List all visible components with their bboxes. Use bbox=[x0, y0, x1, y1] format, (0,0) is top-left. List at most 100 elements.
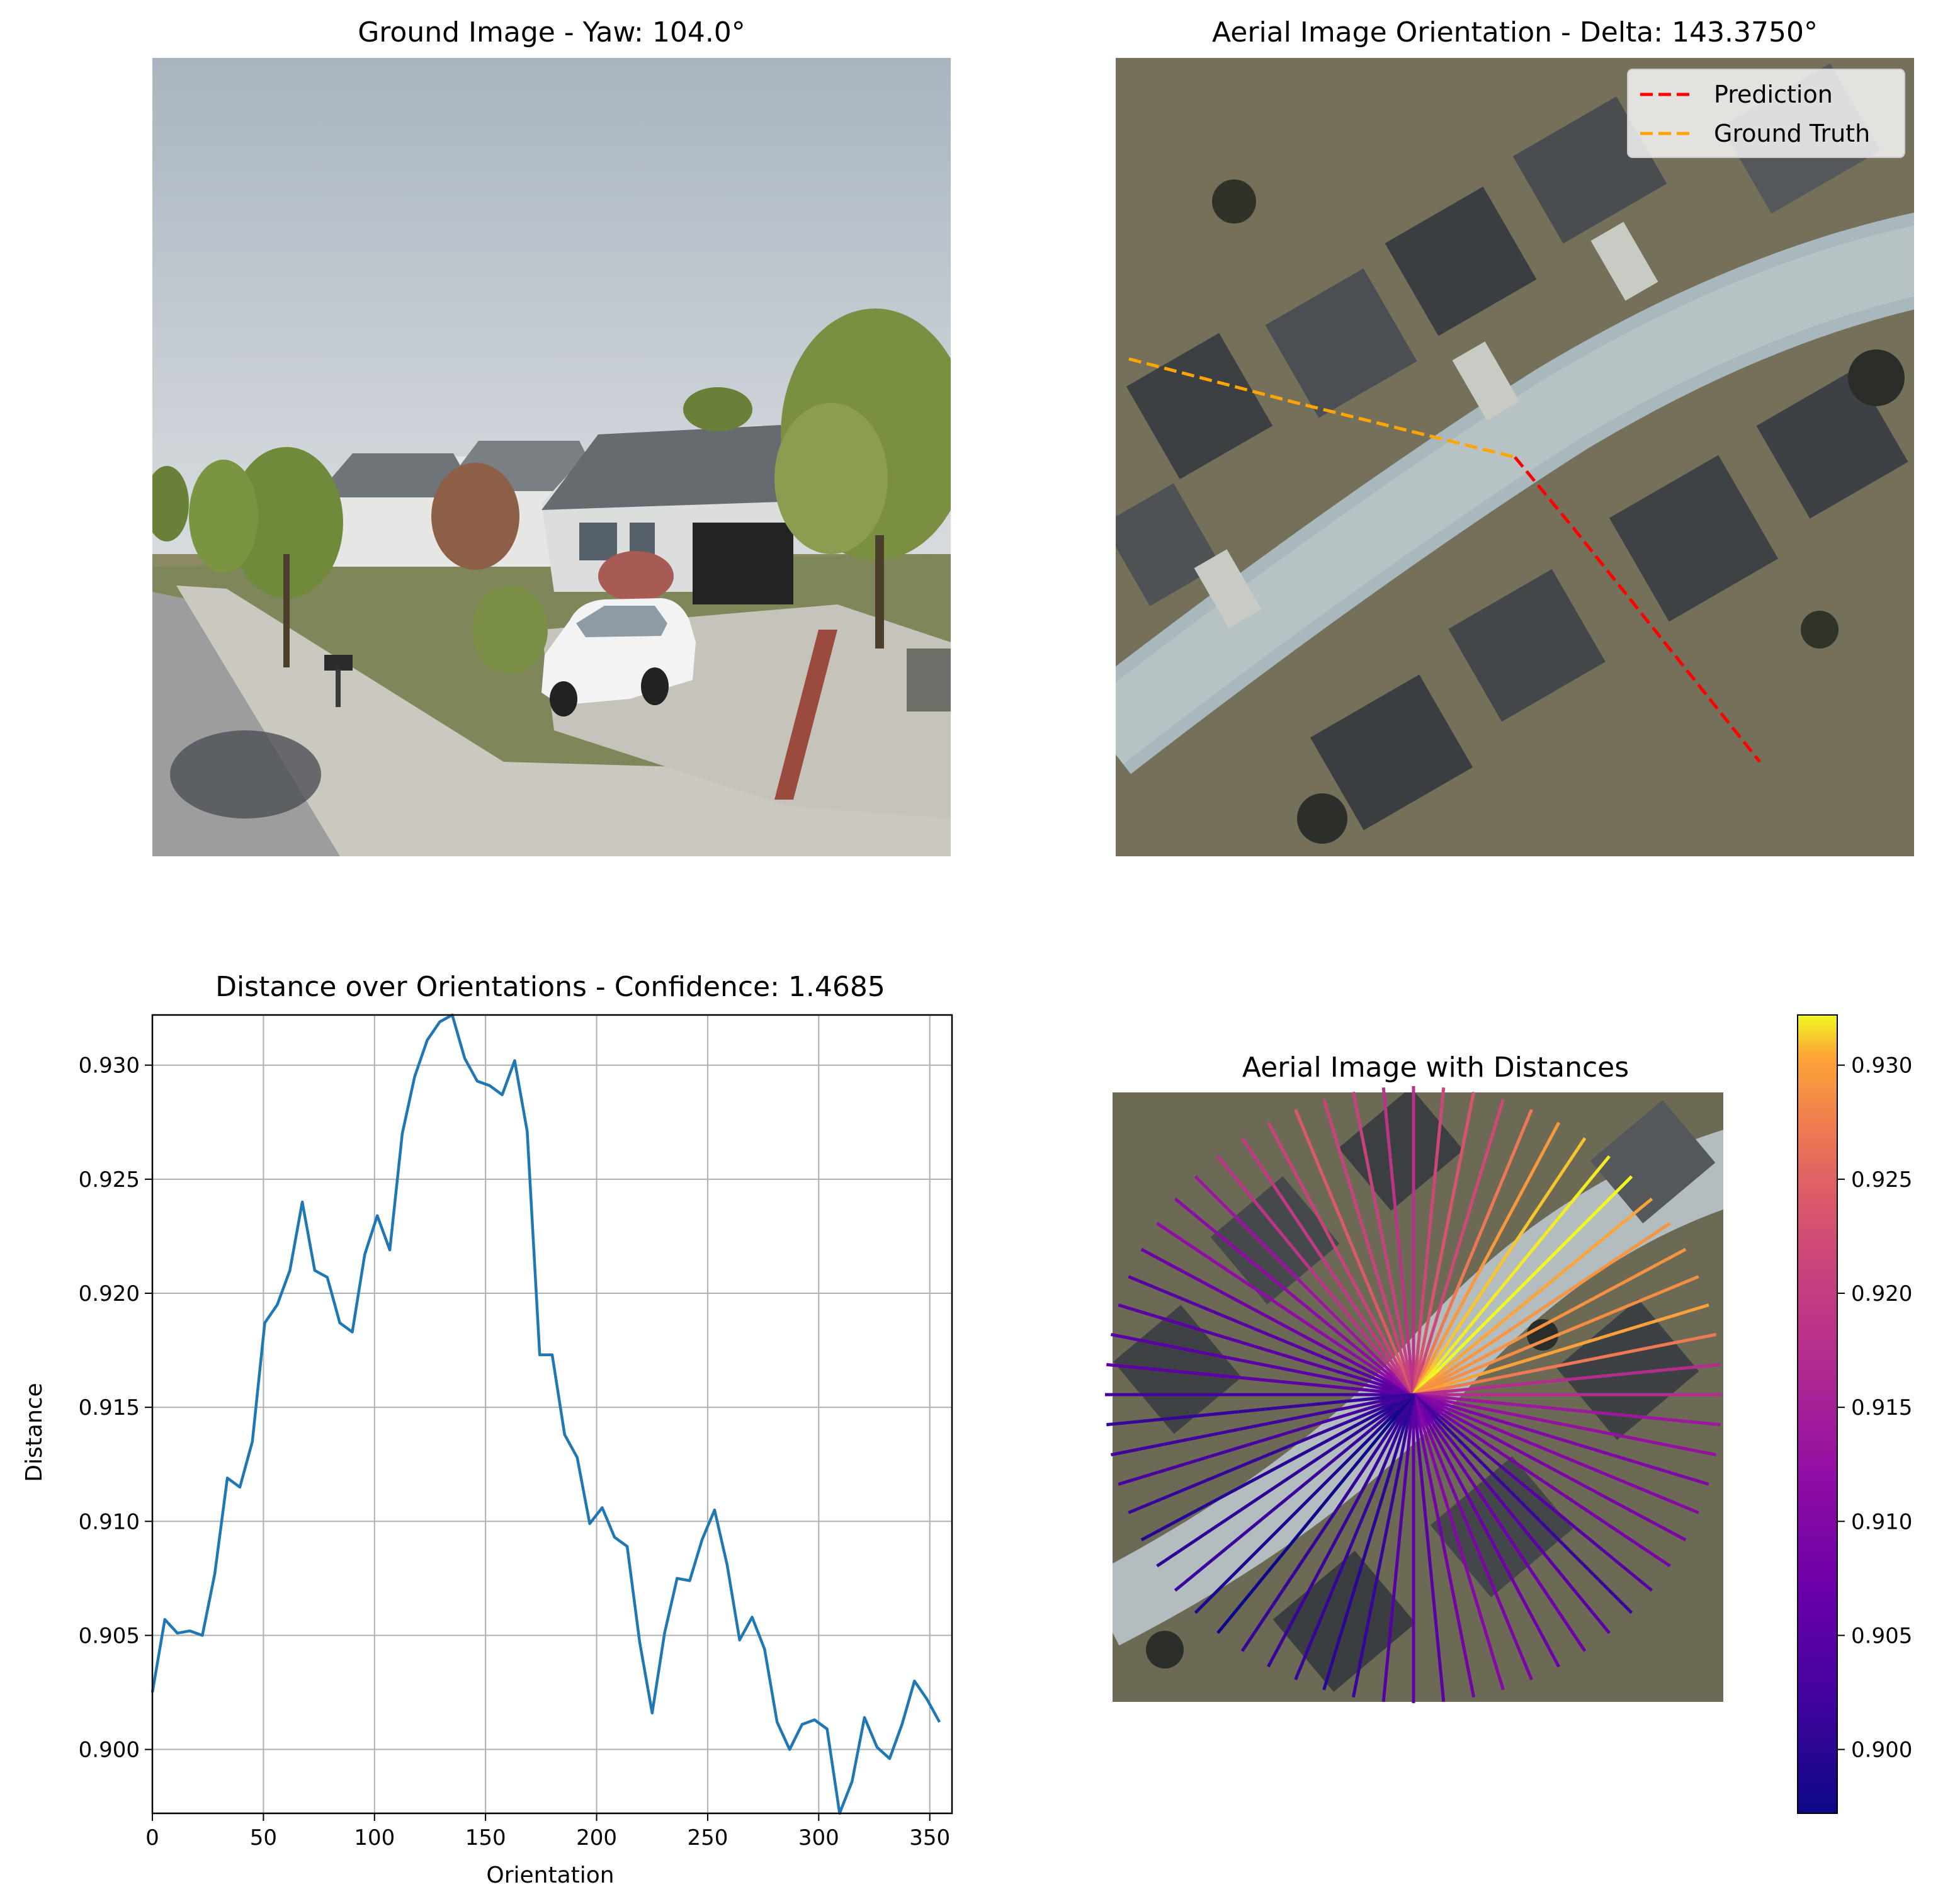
distance-ray bbox=[1412, 1247, 1687, 1397]
distance-ray bbox=[1322, 1099, 1415, 1395]
distance-ray bbox=[1240, 1137, 1415, 1396]
distance-ray bbox=[1110, 1332, 1414, 1397]
distance-ray bbox=[1266, 1393, 1415, 1668]
distance-ray bbox=[1412, 1109, 1533, 1395]
distance-ray bbox=[1412, 1394, 1505, 1691]
distance-ray bbox=[1216, 1155, 1415, 1396]
distance-ray bbox=[1413, 1363, 1721, 1397]
ground-truth-line bbox=[1128, 357, 1516, 459]
distance-ray bbox=[1216, 1393, 1415, 1635]
colorbar-tick-label: 0.920 bbox=[1851, 1281, 1912, 1306]
distance-ray bbox=[1412, 1175, 1633, 1396]
distance-ray bbox=[1412, 1155, 1611, 1396]
x-tick-label: 250 bbox=[687, 1825, 728, 1850]
y-tick-label: 0.900 bbox=[79, 1738, 140, 1763]
distance-ray bbox=[1294, 1109, 1415, 1395]
distance-ray bbox=[1118, 1393, 1414, 1486]
distance-ray bbox=[1140, 1393, 1415, 1542]
legend-prediction-label: Prediction bbox=[1714, 81, 1833, 108]
distance-ray bbox=[1412, 1198, 1653, 1396]
distance-ray bbox=[1412, 1137, 1587, 1396]
distance-ray bbox=[1413, 1332, 1717, 1397]
colorbar-tick-label: 0.905 bbox=[1851, 1623, 1912, 1648]
x-tick-label: 150 bbox=[465, 1825, 506, 1850]
distance-ray bbox=[1140, 1247, 1415, 1397]
distance-ray bbox=[1412, 1393, 1687, 1542]
y-tick-label: 0.925 bbox=[79, 1167, 140, 1193]
distance-ray bbox=[1413, 1393, 1709, 1486]
distance-ray bbox=[1412, 1393, 1633, 1614]
colorbar-tick-label: 0.900 bbox=[1851, 1738, 1912, 1763]
distance-ray bbox=[1413, 1303, 1709, 1397]
distance-ray bbox=[1240, 1393, 1415, 1652]
distance-ray bbox=[1106, 1393, 1414, 1427]
distance-rays bbox=[1105, 1086, 1722, 1703]
distance-ray bbox=[1412, 1394, 1476, 1698]
colorbar-tick-label: 0.930 bbox=[1851, 1053, 1912, 1079]
aerial-orientation-title: Aerial Image Orientation - Delta: 143.37… bbox=[1212, 16, 1818, 48]
colorbar-tick-label: 0.910 bbox=[1851, 1509, 1912, 1534]
distance-ray bbox=[1413, 1393, 1717, 1457]
distance-ray bbox=[1128, 1393, 1414, 1514]
distance-ray bbox=[1351, 1394, 1415, 1698]
ground-title: Ground Image - Yaw: 104.0° bbox=[358, 16, 745, 48]
distance-ray bbox=[1174, 1393, 1415, 1592]
distance-ray bbox=[1128, 1275, 1414, 1397]
distance-ray bbox=[1412, 1393, 1587, 1652]
distance-ray bbox=[1412, 1091, 1476, 1395]
colorbar-tick-label: 0.925 bbox=[1851, 1167, 1912, 1193]
distance-ray bbox=[1106, 1363, 1414, 1397]
line-chart-title: Distance over Orientations - Confidence:… bbox=[215, 971, 885, 1003]
distance-ray bbox=[1156, 1221, 1415, 1397]
x-axis-label: Orientation bbox=[486, 1862, 614, 1888]
aerial-photo bbox=[1116, 58, 1914, 856]
distance-ray bbox=[1413, 1393, 1699, 1514]
distance-ray bbox=[1322, 1394, 1415, 1691]
distance-ray bbox=[1174, 1198, 1415, 1396]
distance-ray bbox=[1412, 1393, 1561, 1668]
y-tick-label: 0.930 bbox=[79, 1053, 140, 1079]
prediction-line bbox=[1514, 456, 1761, 763]
distance-ray bbox=[1156, 1393, 1415, 1568]
x-tick-label: 200 bbox=[576, 1825, 617, 1850]
colorbar bbox=[1797, 1014, 1838, 1814]
distance-ray bbox=[1351, 1091, 1415, 1395]
distance-ray bbox=[1412, 1121, 1561, 1396]
distance-ray bbox=[1412, 1394, 1533, 1680]
distance-ray bbox=[1412, 1221, 1671, 1397]
distance-ray bbox=[1412, 1393, 1611, 1635]
y-tick-label: 0.915 bbox=[79, 1395, 140, 1420]
line-chart: 0 50 100 150 200 250 300 350 0.900 0.905 0.910 0.91… bbox=[79, 1013, 953, 1850]
x-tick-label: 300 bbox=[798, 1825, 839, 1850]
y-tick-label: 0.920 bbox=[79, 1281, 140, 1306]
distance-ray bbox=[1412, 1393, 1671, 1568]
distance-ray bbox=[1110, 1393, 1414, 1457]
distance-ray bbox=[1266, 1121, 1415, 1396]
legend: Prediction Ground Truth bbox=[1627, 69, 1905, 158]
distance-ray bbox=[1413, 1393, 1721, 1427]
colorbar-ticks: 0.900 0.905 0.910 0.915 0.920 0.925 0.930 bbox=[1837, 1053, 1912, 1763]
y-tick-label: 0.910 bbox=[79, 1509, 140, 1534]
y-axis-label: Distance bbox=[21, 1383, 47, 1482]
x-tick-label: 0 bbox=[145, 1825, 159, 1850]
colorbar-tick-label: 0.915 bbox=[1851, 1395, 1912, 1420]
distance-ray bbox=[1294, 1394, 1415, 1680]
distance-ray bbox=[1412, 1099, 1505, 1395]
ground-photo bbox=[152, 58, 951, 856]
distance-ray bbox=[1118, 1303, 1414, 1397]
plot-frame bbox=[151, 1014, 953, 1815]
distance-ray bbox=[1381, 1087, 1415, 1395]
distance-ray bbox=[1413, 1275, 1699, 1397]
distance-ray bbox=[1194, 1175, 1415, 1396]
x-tick-label: 100 bbox=[354, 1825, 395, 1850]
distance-ray bbox=[1412, 1087, 1446, 1395]
x-tick-label: 50 bbox=[250, 1825, 277, 1850]
aerial-distances-title: Aerial Image with Distances bbox=[1242, 1051, 1629, 1084]
y-tick-label: 0.905 bbox=[79, 1623, 140, 1648]
distance-series-line bbox=[150, 1013, 941, 1815]
distance-ray bbox=[1412, 1394, 1446, 1702]
distance-ray bbox=[1412, 1393, 1653, 1592]
x-tick-label: 350 bbox=[909, 1825, 950, 1850]
legend-ground-truth-label: Ground Truth bbox=[1714, 120, 1870, 147]
